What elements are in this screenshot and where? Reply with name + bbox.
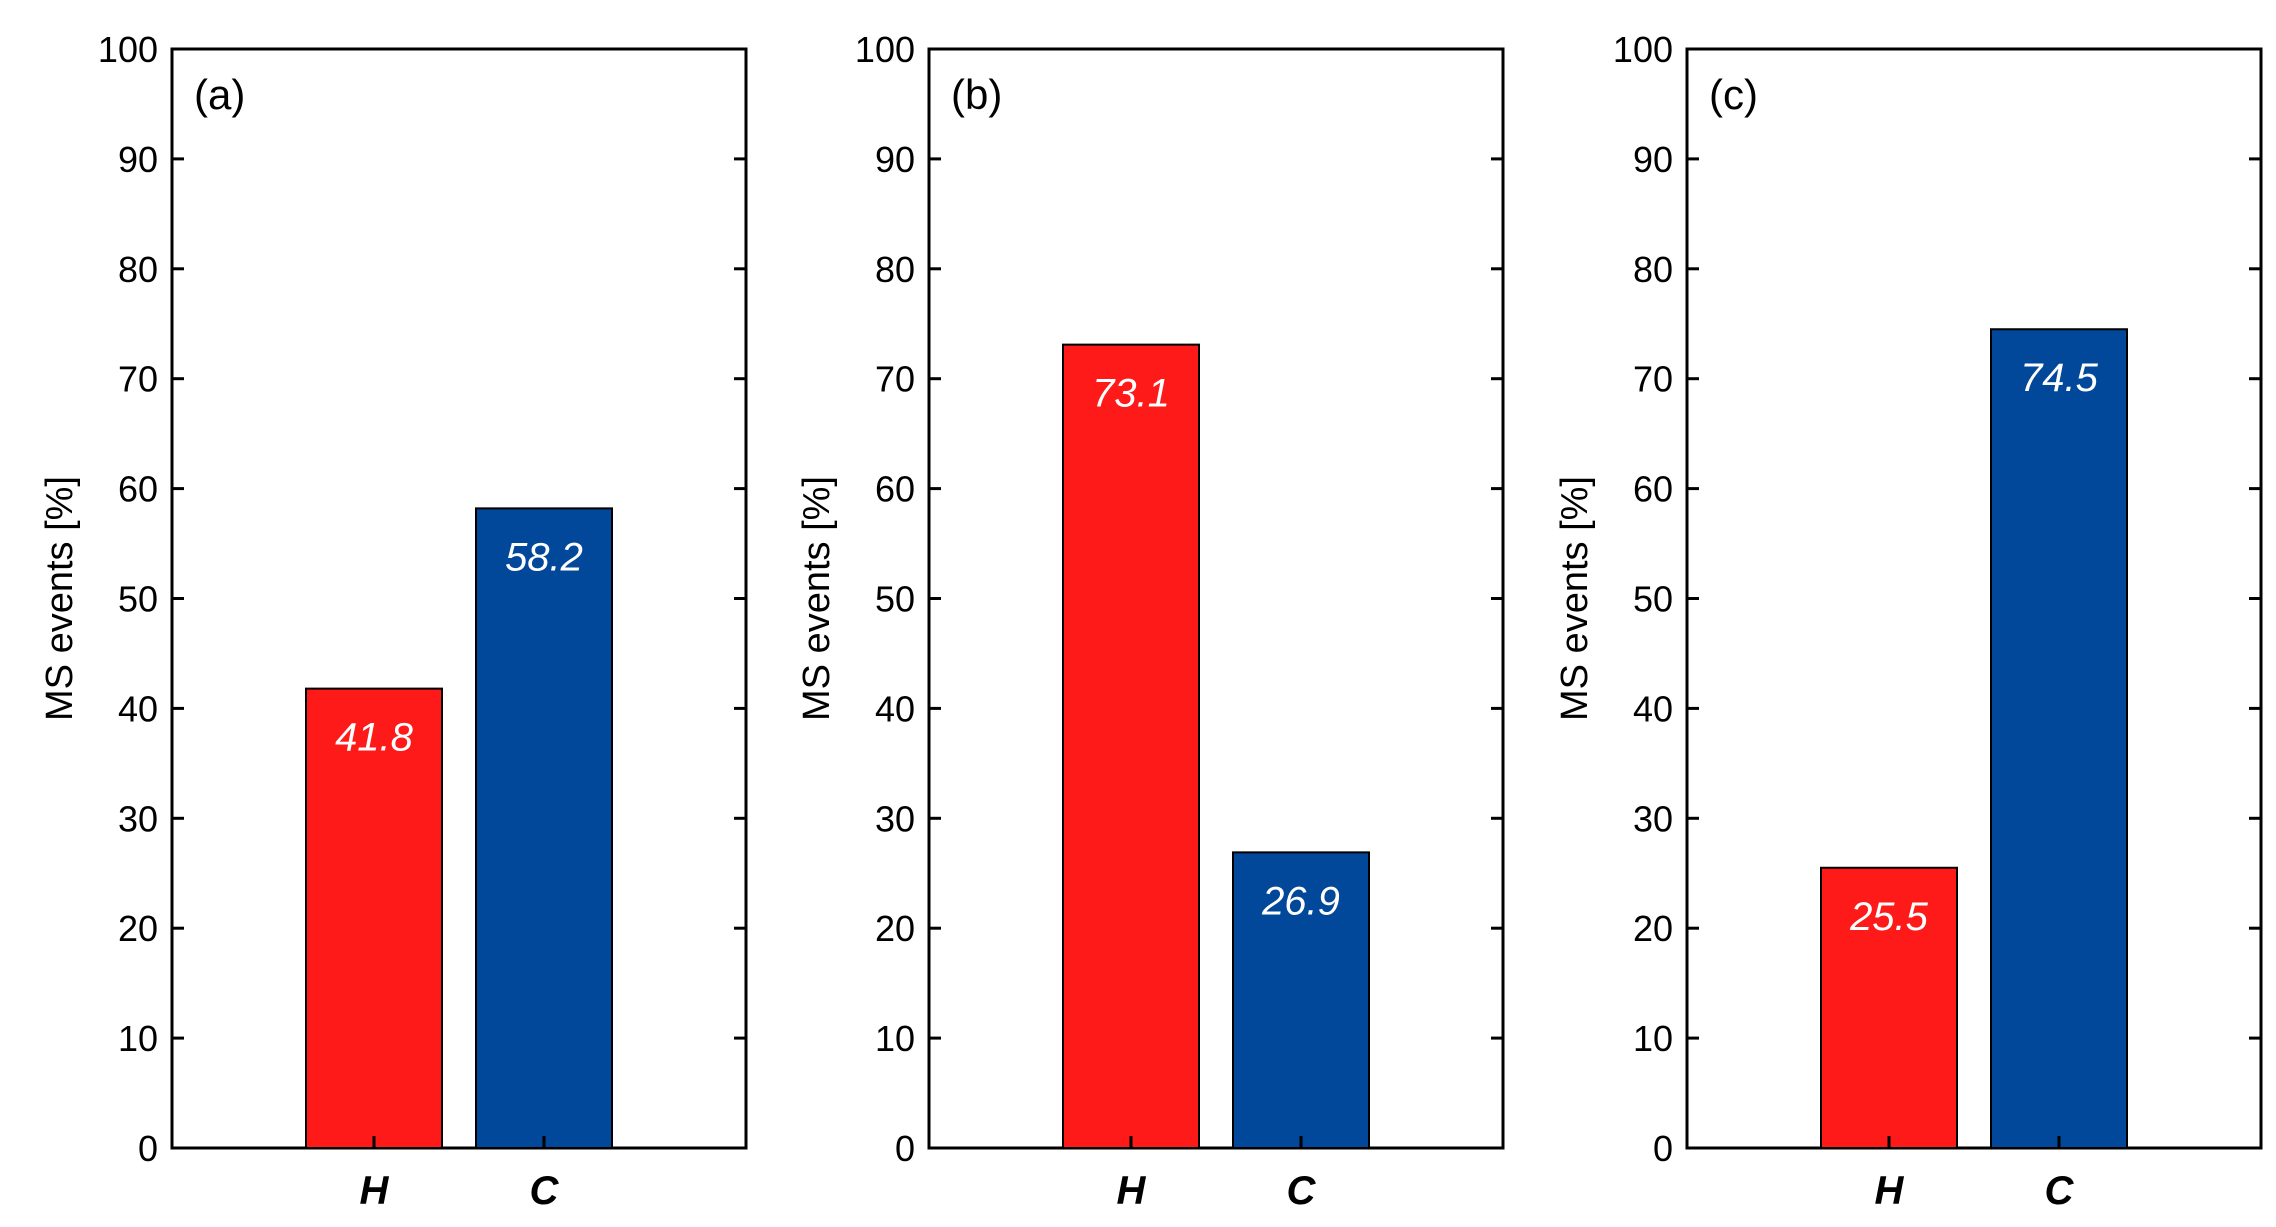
bar-H xyxy=(1062,343,1200,1150)
y-tick-label: 60 xyxy=(118,469,158,510)
axis-frame xyxy=(170,47,748,1150)
y-tick-label: 0 xyxy=(138,1128,158,1169)
x-category-label: H xyxy=(1117,1169,1147,1213)
panel-a: 0 10 20 30 40 50 60 70 80 90 100 MS events [%] (a) 41… xyxy=(39,29,748,1213)
y-axis-label: MS events [%] xyxy=(39,476,81,721)
data-label-C: 74.5 xyxy=(2020,356,2099,400)
x-category-label: H xyxy=(1875,1169,1905,1213)
y-tick-label: 20 xyxy=(118,908,158,949)
y-tick-label: 80 xyxy=(1633,249,1673,290)
x-category-label: C xyxy=(530,1169,560,1213)
bar-C xyxy=(475,507,613,1149)
y-tick-label: 10 xyxy=(118,1018,158,1059)
y-tick-label: 10 xyxy=(1633,1018,1673,1059)
y-tick-label: 90 xyxy=(875,139,915,180)
panel-label: (b) xyxy=(951,71,1002,118)
y-tick-label: 30 xyxy=(875,798,915,839)
y-tick-label: 0 xyxy=(1653,1128,1673,1169)
y-axis-label: MS events [%] xyxy=(796,476,838,721)
y-tick-label: 30 xyxy=(118,798,158,839)
y-tick-label: 50 xyxy=(875,579,915,620)
y-tick-label: 60 xyxy=(1633,469,1673,510)
x-category-label: C xyxy=(2045,1169,2075,1213)
y-tick-label: 80 xyxy=(118,249,158,290)
axis-frame xyxy=(927,47,1505,1150)
panel-label: (a) xyxy=(194,71,245,118)
panel-c: 0 10 20 30 40 50 60 70 80 90 100 MS events [%] (c) 25… xyxy=(1554,29,2263,1213)
bar-C xyxy=(1990,328,2128,1149)
y-tick-label: 70 xyxy=(118,359,158,400)
y-tick-label: 40 xyxy=(118,688,158,729)
y-tick-label: 50 xyxy=(1633,579,1673,620)
bar-C xyxy=(1232,851,1370,1150)
y-tick-label: 90 xyxy=(118,139,158,180)
y-tick-label: 70 xyxy=(1633,359,1673,400)
y-tick-label: 100 xyxy=(1613,29,1673,70)
x-category-label: C xyxy=(1287,1169,1317,1213)
y-tick-label: 30 xyxy=(1633,798,1673,839)
y-tick-label: 20 xyxy=(875,908,915,949)
y-tick-label: 70 xyxy=(875,359,915,400)
y-tick-label: 90 xyxy=(1633,139,1673,180)
y-tick-label: 60 xyxy=(875,469,915,510)
bar-H xyxy=(1820,866,1958,1149)
x-category-label: H xyxy=(360,1169,390,1213)
y-tick-label: 10 xyxy=(875,1018,915,1059)
y-tick-label: 20 xyxy=(1633,908,1673,949)
y-tick-label: 0 xyxy=(895,1128,915,1169)
y-tick-label: 40 xyxy=(1633,688,1673,729)
y-tick-label: 50 xyxy=(118,579,158,620)
data-label-H: 41.8 xyxy=(335,716,414,760)
data-label-H: 73.1 xyxy=(1092,372,1170,416)
y-tick-label: 80 xyxy=(875,249,915,290)
data-label-H: 25.5 xyxy=(1849,895,1929,939)
data-label-C: 58.2 xyxy=(505,535,583,579)
data-label-C: 26.9 xyxy=(1261,879,1340,923)
panel-b: 0 10 20 30 40 50 60 70 80 90 100 MS events [%] (b) 73… xyxy=(796,29,1505,1213)
y-tick-label: 100 xyxy=(855,29,915,70)
axis-frame xyxy=(1685,47,2263,1150)
y-tick-label: 100 xyxy=(98,29,158,70)
y-tick-label: 40 xyxy=(875,688,915,729)
panel-label: (c) xyxy=(1709,71,1758,118)
y-axis-label: MS events [%] xyxy=(1554,476,1596,721)
